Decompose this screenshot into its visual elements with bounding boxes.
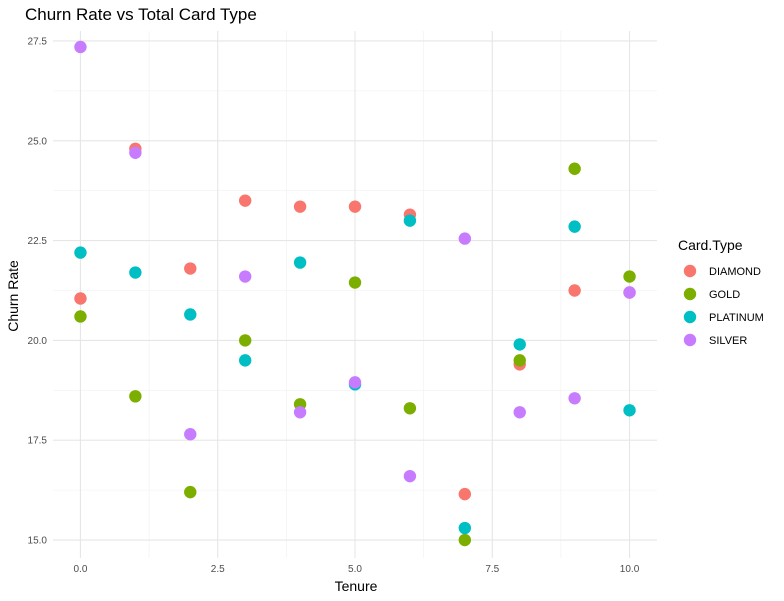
y-tick-label: 17.5 (28, 436, 48, 447)
point-gold (568, 162, 581, 175)
y-tick-label: 27.5 (28, 36, 48, 47)
point-diamond (348, 200, 362, 213)
legend-label-diamond: DIAMOND (709, 266, 761, 278)
x-tick-label: 2.5 (211, 564, 225, 575)
chart-title: Churn Rate vs Total Card Type (25, 5, 257, 24)
legend-label-gold: GOLD (709, 289, 740, 301)
y-tick-label: 25.0 (28, 136, 48, 147)
point-diamond (238, 194, 252, 207)
legend: Card.Type DIAMOND GOLD PLATINUM SILVER (678, 237, 764, 347)
point-silver (238, 270, 252, 283)
point-gold (513, 354, 526, 367)
point-platinum (403, 214, 417, 227)
point-platinum (129, 266, 142, 279)
point-diamond (458, 487, 472, 501)
legend-key-gold (683, 287, 697, 301)
point-silver (513, 406, 526, 419)
point-gold (348, 276, 362, 289)
point-platinum (184, 308, 197, 321)
y-tick-label: 20.0 (28, 336, 48, 347)
point-platinum (238, 354, 252, 367)
point-platinum (513, 338, 526, 351)
x-tick-label: 5.0 (348, 564, 362, 575)
point-gold (403, 402, 417, 415)
point-silver (184, 428, 197, 441)
x-tick-label: 10.0 (620, 564, 640, 575)
point-silver (129, 146, 142, 159)
x-tick-label: 7.5 (485, 564, 499, 575)
point-platinum (458, 521, 472, 535)
point-gold (74, 310, 87, 323)
point-silver (348, 376, 362, 389)
point-silver (623, 286, 636, 299)
legend-title: Card.Type (678, 237, 743, 253)
legend-key-silver (683, 333, 697, 347)
x-tick-label: 0.0 (74, 564, 88, 575)
y-axis-ticks: 15.0 17.5 20.0 22.5 25.0 27.5 (28, 36, 48, 546)
data-points (74, 40, 636, 547)
point-silver (293, 406, 307, 419)
legend-key-diamond (683, 264, 697, 278)
point-silver (568, 392, 581, 405)
legend-label-platinum: PLATINUM (709, 312, 764, 324)
point-gold (458, 533, 472, 547)
point-platinum (293, 256, 307, 269)
point-gold (238, 334, 252, 347)
point-platinum (623, 404, 636, 417)
point-diamond (568, 284, 581, 297)
legend-key-platinum (683, 310, 697, 324)
point-silver (403, 469, 417, 483)
x-axis-ticks: 0.0 2.5 5.0 7.5 10.0 (74, 564, 640, 575)
point-gold (623, 270, 636, 283)
point-platinum (74, 246, 87, 259)
legend-label-silver: SILVER (709, 335, 747, 347)
y-tick-label: 15.0 (28, 536, 48, 547)
y-axis-title: Churn Rate (5, 260, 21, 332)
point-diamond (293, 200, 307, 213)
y-tick-label: 22.5 (28, 236, 48, 247)
point-silver (458, 232, 472, 245)
grid (53, 31, 657, 558)
point-platinum (568, 220, 581, 233)
point-diamond (74, 292, 87, 305)
point-gold (129, 390, 142, 403)
x-axis-title: Tenure (335, 578, 378, 594)
point-silver (74, 40, 87, 54)
point-diamond (184, 262, 197, 275)
point-gold (184, 485, 197, 499)
